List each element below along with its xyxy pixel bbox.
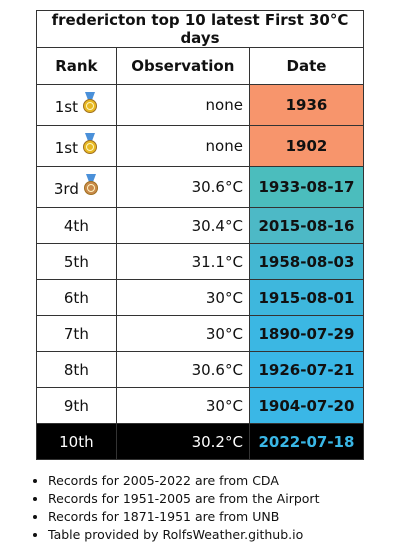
header-cell: Date bbox=[248, 47, 365, 85]
observation-cell: 30°C bbox=[115, 315, 250, 352]
rank-text: 8th bbox=[63, 360, 89, 379]
rank-cell: 1st bbox=[36, 84, 117, 126]
table-row: 9th 30°C 1904-07-20 bbox=[36, 387, 365, 424]
date-cell: 2015-08-16 bbox=[248, 207, 365, 244]
table-row: 8th 30.6°C 1926-07-21 bbox=[36, 351, 365, 388]
medal-icon bbox=[82, 92, 98, 118]
table-row: 6th 30°C 1915-08-01 bbox=[36, 279, 365, 316]
notes-list: Records for 2005-2022 are from CDARecord… bbox=[18, 472, 319, 544]
table-row: 5th 31.1°C 1958-08-03 bbox=[36, 243, 365, 280]
date-cell: 1933-08-17 bbox=[248, 166, 365, 208]
table-row: 7th 30°C 1890-07-29 bbox=[36, 315, 365, 352]
rank-text: 1st bbox=[54, 98, 78, 116]
rank-text: 5th bbox=[63, 252, 89, 271]
observation-cell: 30.6°C bbox=[115, 166, 250, 208]
date-cell: 1926-07-21 bbox=[248, 351, 365, 388]
rank-text: 1st bbox=[54, 139, 78, 157]
rank-cell: 8th bbox=[36, 351, 117, 388]
rank-cell: 7th bbox=[36, 315, 117, 352]
observation-cell: 30°C bbox=[115, 387, 250, 424]
date-cell: 1958-08-03 bbox=[248, 243, 365, 280]
note: Records for 1951-2005 are from the Airpo… bbox=[48, 490, 319, 508]
observation-cell: 30.2°C bbox=[115, 423, 250, 460]
date-cell: 1890-07-29 bbox=[248, 315, 365, 352]
note: Records for 1871-1951 are from UNB bbox=[48, 508, 319, 526]
note: Records for 2005-2022 are from CDA bbox=[48, 472, 319, 490]
date-cell: 1915-08-01 bbox=[248, 279, 365, 316]
header-cell: Rank bbox=[36, 47, 117, 85]
note: Table provided by RolfsWeather.github.io bbox=[48, 526, 319, 544]
date-cell: 1902 bbox=[248, 125, 365, 167]
rank-cell: 6th bbox=[36, 279, 117, 316]
records-table: fredericton top 10 latest First 30°C day… bbox=[36, 10, 365, 460]
rank-text: 10th bbox=[59, 432, 94, 451]
observation-cell: 31.1°C bbox=[115, 243, 250, 280]
date-cell: 1936 bbox=[248, 84, 365, 126]
rank-text: 7th bbox=[63, 324, 89, 343]
date-cell: 2022-07-18 bbox=[248, 423, 365, 460]
table-row: 3rd 30.6°C 1933-08-17 bbox=[36, 166, 365, 208]
header-cell: Observation bbox=[115, 47, 250, 85]
rank-cell: 1st bbox=[36, 125, 117, 167]
observation-cell: 30°C bbox=[115, 279, 250, 316]
rank-text: 3rd bbox=[53, 180, 79, 198]
table-row: 1st none 1936 bbox=[36, 84, 365, 126]
medal-icon bbox=[82, 133, 98, 159]
rank-text: 4th bbox=[63, 216, 89, 235]
rank-text: 6th bbox=[63, 288, 89, 307]
table-row: 1st none 1902 bbox=[36, 125, 365, 167]
observation-cell: none bbox=[115, 125, 250, 167]
rank-cell: 5th bbox=[36, 243, 117, 280]
table-title: fredericton top 10 latest First 30°C day… bbox=[36, 10, 364, 48]
observation-cell: 30.4°C bbox=[115, 207, 250, 244]
observation-cell: 30.6°C bbox=[115, 351, 250, 388]
table-row: 10th 30.2°C 2022-07-18 bbox=[36, 423, 365, 460]
observation-cell: none bbox=[115, 84, 250, 126]
rank-cell: 3rd bbox=[36, 166, 117, 208]
table-row: 4th 30.4°C 2015-08-16 bbox=[36, 207, 365, 244]
date-cell: 1904-07-20 bbox=[248, 387, 365, 424]
rank-text: 9th bbox=[63, 396, 89, 415]
medal-icon bbox=[83, 174, 99, 200]
rank-cell: 10th bbox=[36, 423, 117, 460]
rank-cell: 9th bbox=[36, 387, 117, 424]
rank-cell: 4th bbox=[36, 207, 117, 244]
